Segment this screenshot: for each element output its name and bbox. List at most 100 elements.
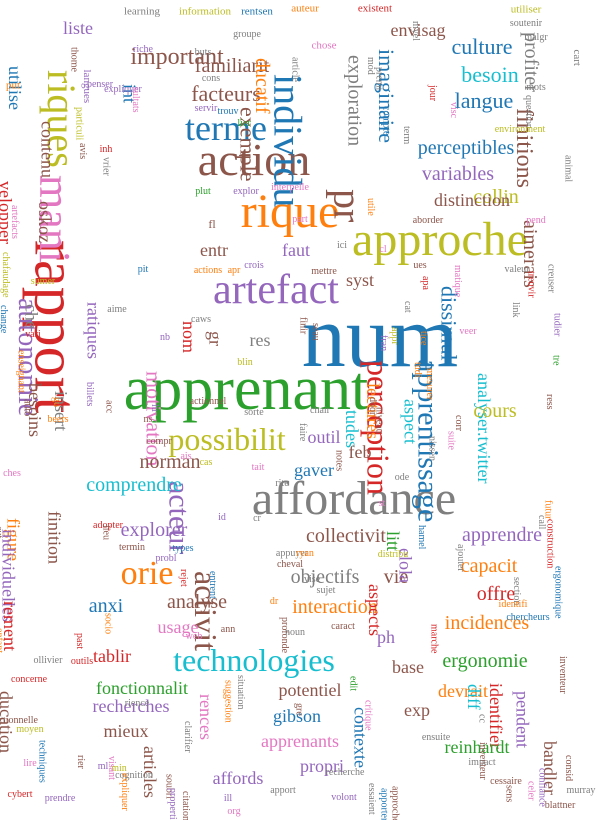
cloud-word: apprenants	[261, 731, 339, 751]
cloud-word: tudi	[412, 362, 424, 378]
cloud-word: servir	[194, 103, 218, 114]
cloud-word: ryan	[296, 548, 314, 559]
cloud-word: analyser.twitter	[473, 373, 494, 484]
cloud-word: acc	[103, 400, 115, 414]
cloud-word: enseignant	[15, 350, 27, 393]
cloud-word: vie	[383, 566, 409, 588]
cloud-word: comprendre	[86, 474, 182, 496]
cloud-word: buts	[194, 47, 212, 58]
cloud-word: actionnel	[189, 396, 227, 407]
cloud-word: critique	[362, 700, 374, 731]
cloud-word: change	[0, 305, 9, 334]
cloud-word: cheval	[276, 559, 304, 570]
cloud-word: culture	[451, 34, 513, 59]
cloud-word: rentsen	[241, 5, 273, 18]
cloud-word: ode	[394, 472, 410, 483]
cloud-word: techniques	[36, 740, 48, 783]
cloud-word: vari	[25, 329, 41, 340]
cloud-word: id	[218, 512, 226, 523]
cloud-word: jour	[426, 85, 438, 102]
cloud-word: potentiel	[278, 680, 342, 700]
cloud-word: sorte	[244, 407, 264, 418]
cloud-word: blin	[237, 357, 253, 368]
cloud-word: distribu	[377, 549, 409, 560]
cloud-word: org	[227, 806, 241, 817]
cloud-word: diff	[464, 684, 485, 710]
cloud-word: nom	[178, 321, 199, 354]
cloud-word: lu	[149, 404, 161, 412]
cloud-word: tice	[417, 331, 429, 346]
cloud-word: cl	[379, 244, 387, 255]
cloud-word: collectivit	[306, 525, 386, 547]
cloud-word: cut	[0, 526, 4, 539]
cloud-word: existent	[357, 2, 393, 15]
cloud-word: crois	[244, 260, 264, 271]
cloud-word: ill	[223, 793, 233, 804]
cloud-word: interaction	[292, 596, 378, 618]
cloud-word: ici	[337, 240, 347, 251]
cloud-word: offre	[476, 583, 516, 605]
cloud-word: res	[249, 330, 271, 350]
cloud-word: appuyer	[275, 548, 309, 559]
cloud-word: groupe	[233, 29, 261, 40]
cloud-word: perceptibles	[417, 137, 515, 159]
cloud-word: apprendre	[462, 524, 542, 546]
cloud-word: ajouter	[455, 544, 467, 572]
cloud-word: affords	[212, 768, 264, 788]
cloud-word: information	[179, 5, 231, 18]
cloud-word: syst	[345, 270, 375, 290]
cloud-word: artefacts	[9, 205, 21, 239]
cloud-word: aborder	[412, 215, 444, 226]
cloud-word: outil	[307, 427, 341, 447]
cloud-word: chose	[311, 39, 337, 52]
cloud-word: ergonomie	[442, 650, 528, 672]
cloud-word: analyse	[167, 591, 227, 613]
cloud-word: aime	[107, 304, 127, 315]
cloud-word: consid	[562, 755, 574, 782]
cloud-word: murray	[566, 785, 596, 796]
cloud-word: web	[185, 631, 203, 642]
cloud-word: ducatif	[251, 58, 274, 114]
cloud-word: lier	[237, 118, 251, 129]
cloud-word: prendre	[44, 793, 76, 804]
cloud-word: apa	[420, 276, 432, 290]
cloud-word: trouv	[217, 106, 239, 117]
cloud-word: enfant	[0, 628, 5, 653]
cloud-word: construction	[544, 519, 556, 569]
cloud-word: cr	[253, 513, 261, 524]
cloud-word: utiliser	[510, 3, 542, 16]
cloud-word: sujet	[316, 585, 336, 596]
cloud-word: reinhardt	[444, 737, 510, 757]
cloud-word: corr	[452, 415, 464, 432]
cloud-word: recherche	[325, 767, 365, 778]
cloud-word: ml	[97, 761, 109, 772]
cloud-word: capacit	[460, 555, 518, 577]
cloud-word: ratiques	[83, 302, 104, 359]
cloud-word: socio	[102, 613, 114, 635]
cloud-word: fran	[377, 335, 389, 352]
cloud-word: facteurs	[191, 81, 261, 106]
cloud-word: blattner	[544, 800, 576, 811]
cloud-word: animal	[562, 155, 574, 183]
cloud-word: ergonomique	[552, 566, 564, 619]
cloud-word: ches	[3, 468, 21, 479]
cloud-word: cat	[402, 301, 414, 313]
cloud-word: num	[301, 289, 459, 386]
cloud-word: usage	[157, 617, 199, 637]
cloud-word: collin	[473, 186, 519, 208]
cloud-word: rience	[124, 698, 150, 709]
cloud-word: entr	[200, 240, 228, 260]
cloud-word: part	[292, 214, 308, 225]
cloud-word: ann	[220, 624, 236, 635]
cloud-word: mieux	[103, 721, 149, 741]
cloud-word: lire	[23, 758, 37, 769]
cloud-word: orie	[120, 555, 174, 592]
cloud-word: mots	[526, 82, 546, 93]
cloud-word: dr	[269, 596, 279, 607]
cloud-word: put	[5, 79, 21, 92]
cloud-word: approche	[352, 213, 528, 266]
cloud-word: edit	[347, 676, 359, 691]
cloud-word: veer	[459, 326, 477, 337]
cloud-word: cybert	[7, 789, 33, 800]
cloud-word: cessaire	[490, 776, 522, 787]
